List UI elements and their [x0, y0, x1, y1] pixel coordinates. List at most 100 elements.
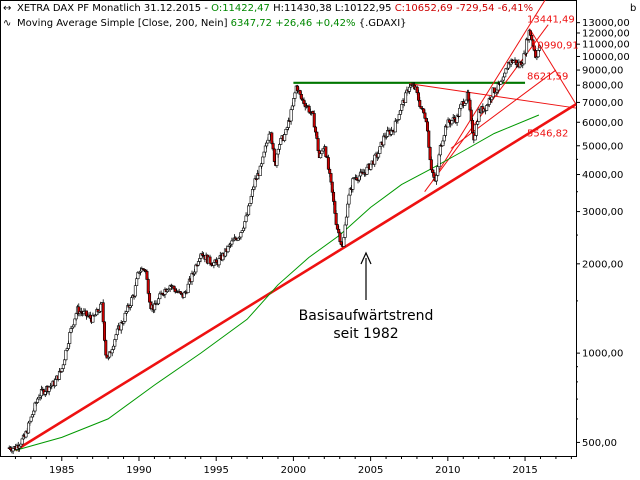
candle [369, 163, 373, 170]
candle [145, 271, 149, 280]
candle [534, 50, 538, 58]
candle [198, 258, 202, 262]
candle [476, 121, 480, 125]
y-tick-label: 8000,00 [582, 81, 623, 92]
candle [196, 261, 200, 266]
candle [429, 159, 433, 171]
moving-average [15, 114, 540, 451]
candle [47, 386, 51, 392]
candle [60, 368, 64, 372]
candle [326, 157, 330, 170]
candle [458, 107, 462, 117]
candle [467, 92, 471, 101]
candle [400, 104, 404, 111]
candle [450, 120, 454, 125]
y-tick-label: 13000,00 [582, 18, 630, 29]
candle [501, 76, 505, 81]
candle [239, 232, 243, 238]
candle [298, 90, 302, 95]
candle [418, 99, 422, 107]
candle [343, 224, 347, 238]
candle [270, 132, 274, 144]
candle [226, 246, 230, 253]
candle [249, 196, 253, 204]
ma-name: Moving Average Simple [Close, 200, Nein] [17, 18, 231, 29]
y-tick-label: 6000,00 [582, 118, 623, 129]
candle [88, 314, 92, 319]
candle [337, 228, 341, 234]
candle [157, 298, 161, 305]
candle [333, 201, 337, 214]
x-tick-label: 2015 [512, 465, 537, 476]
candle [431, 169, 435, 173]
candle [73, 318, 77, 326]
candle [66, 343, 70, 349]
candle [416, 92, 420, 101]
header-icon: ↔ [3, 3, 11, 14]
candle [68, 332, 72, 344]
candle [261, 156, 265, 165]
y-tick-label: 9000,00 [582, 66, 623, 77]
channel-line [529, 28, 577, 105]
candle [342, 237, 346, 247]
y-tick-label: 7000,00 [582, 98, 623, 109]
candle [32, 410, 36, 415]
candle [272, 148, 276, 162]
channel-line [450, 69, 557, 149]
candle [172, 285, 176, 290]
candle [328, 168, 332, 174]
x-tick-label: 2010 [435, 465, 460, 476]
candle [382, 135, 386, 146]
candle [315, 131, 319, 139]
candle [471, 119, 475, 133]
candle [29, 416, 33, 422]
candle [321, 148, 325, 152]
plot-frame [0, 0, 577, 457]
candle [113, 339, 117, 347]
candle [61, 364, 65, 369]
candle [123, 312, 127, 322]
candle [485, 105, 489, 111]
corner-label: b [630, 3, 636, 14]
candle [247, 205, 251, 216]
candle [474, 123, 478, 136]
candle [27, 422, 31, 434]
candle [290, 105, 294, 110]
candle [447, 119, 451, 123]
header-line-2: Moving Average Simple [Close, 200, Nein]… [17, 18, 407, 29]
candle [115, 328, 119, 335]
candle [398, 110, 402, 115]
candle [320, 150, 324, 155]
candle [217, 258, 221, 266]
candle [258, 165, 262, 176]
candle [283, 134, 287, 141]
candle [415, 86, 419, 94]
candle [289, 109, 293, 122]
candle [424, 118, 428, 123]
x-tick-label: 1995 [203, 465, 228, 476]
candle [499, 81, 503, 85]
candle [522, 53, 526, 65]
candle [148, 293, 152, 303]
candle [146, 279, 150, 294]
candle [463, 103, 467, 106]
candle [329, 173, 333, 183]
candle [36, 398, 40, 403]
candle [135, 278, 139, 287]
candle [393, 120, 397, 133]
candle [438, 145, 442, 156]
candle [536, 50, 540, 58]
candle [267, 133, 271, 141]
candle [130, 297, 134, 307]
candle [365, 166, 369, 175]
level-label: 8621,59 [527, 72, 568, 83]
candle [302, 99, 306, 105]
candle [490, 96, 494, 100]
candle [503, 72, 507, 78]
candle [262, 151, 266, 158]
trend-annotation: Basisaufwärtstrend seit 1982 [299, 251, 434, 342]
candle [404, 92, 408, 103]
annotation-line-1: Basisaufwärtstrend [299, 308, 434, 324]
y-axis-ticks: 500,00 1000,00 2000,00 3000,00 4000,00 5000,0… [576, 18, 630, 449]
candle [99, 303, 103, 312]
